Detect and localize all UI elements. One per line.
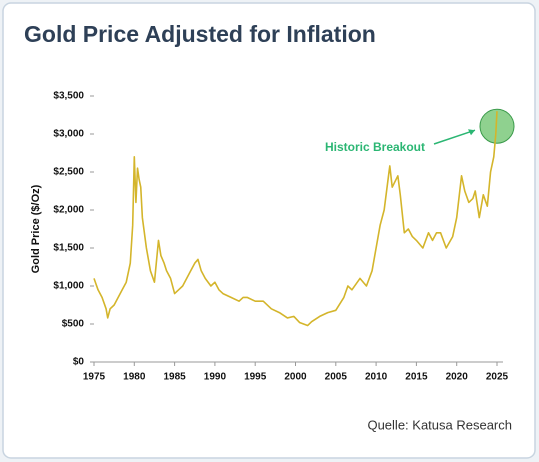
x-tick-label: 2000 xyxy=(284,372,307,383)
x-tick-label: 2005 xyxy=(325,372,348,383)
annotation-arrow xyxy=(433,129,476,145)
y-tick-label: $3,500 xyxy=(53,91,84,102)
source: Quelle: Katusa Research xyxy=(367,417,512,432)
chart-title: Gold Price Adjusted for Inflation xyxy=(24,21,376,47)
x-tick-label: 2015 xyxy=(405,372,428,383)
x-tick-label: 1975 xyxy=(83,372,106,383)
annotation: Historic Breakout xyxy=(325,140,425,154)
y-tick-label: $2,500 xyxy=(53,167,84,178)
x-tick-label: 2025 xyxy=(486,372,509,383)
y-tick-label: $1,000 xyxy=(53,281,84,292)
x-tick-label: 1990 xyxy=(204,372,227,383)
price-line xyxy=(93,111,498,327)
y-tick-label: $500 xyxy=(62,319,85,330)
x-tick-label: 1980 xyxy=(123,372,146,383)
y-axis-label: Gold Price ($/Oz) xyxy=(30,184,42,273)
y-tick-label: $1,500 xyxy=(53,243,84,254)
arrow-head xyxy=(468,129,475,136)
x-tick-label: 2010 xyxy=(365,372,388,383)
x-tick-label: 2020 xyxy=(446,372,469,383)
y-tick-label: $2,000 xyxy=(53,205,84,216)
x-tick-label: 1995 xyxy=(244,372,267,383)
x-tick-label: 1985 xyxy=(163,372,186,383)
y-tick-label: $3,000 xyxy=(53,129,84,140)
y-tick-label: $0 xyxy=(73,357,85,368)
